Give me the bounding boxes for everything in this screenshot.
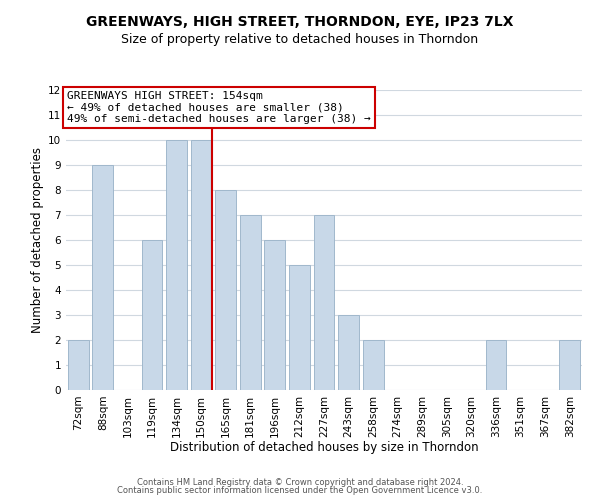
Bar bbox=[92, 165, 113, 390]
Bar bbox=[191, 140, 212, 390]
Text: Contains public sector information licensed under the Open Government Licence v3: Contains public sector information licen… bbox=[118, 486, 482, 495]
Text: Contains HM Land Registry data © Crown copyright and database right 2024.: Contains HM Land Registry data © Crown c… bbox=[137, 478, 463, 487]
Bar bbox=[142, 240, 163, 390]
Bar bbox=[215, 190, 236, 390]
Text: Size of property relative to detached houses in Thorndon: Size of property relative to detached ho… bbox=[121, 32, 479, 46]
X-axis label: Distribution of detached houses by size in Thorndon: Distribution of detached houses by size … bbox=[170, 441, 478, 454]
Bar bbox=[314, 215, 334, 390]
Bar bbox=[240, 215, 261, 390]
Y-axis label: Number of detached properties: Number of detached properties bbox=[31, 147, 44, 333]
Bar bbox=[559, 340, 580, 390]
Bar bbox=[289, 265, 310, 390]
Bar bbox=[338, 315, 359, 390]
Bar bbox=[68, 340, 89, 390]
Bar bbox=[485, 340, 506, 390]
Bar bbox=[265, 240, 286, 390]
Text: GREENWAYS HIGH STREET: 154sqm
← 49% of detached houses are smaller (38)
49% of s: GREENWAYS HIGH STREET: 154sqm ← 49% of d… bbox=[67, 91, 371, 124]
Bar bbox=[166, 140, 187, 390]
Text: GREENWAYS, HIGH STREET, THORNDON, EYE, IP23 7LX: GREENWAYS, HIGH STREET, THORNDON, EYE, I… bbox=[86, 15, 514, 29]
Bar bbox=[362, 340, 383, 390]
